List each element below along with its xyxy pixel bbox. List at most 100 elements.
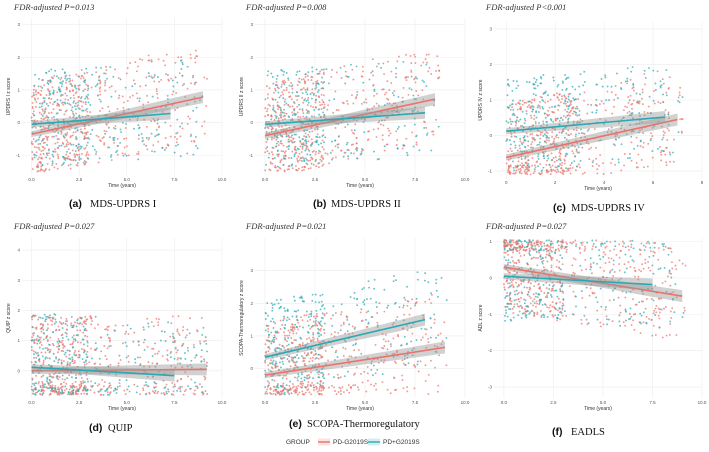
- data-point-pd-minus: [389, 392, 392, 395]
- data-point-pd-minus: [280, 94, 282, 97]
- data-point-pd-plus: [81, 109, 84, 112]
- data-point-pd-minus: [162, 59, 165, 62]
- data-point-pd-minus: [315, 388, 318, 391]
- data-point-pd-minus: [313, 386, 316, 389]
- data-point-pd-minus: [524, 168, 527, 171]
- data-point-pd-minus: [53, 74, 56, 77]
- data-point-pd-minus: [141, 58, 144, 61]
- data-point-pd-plus: [64, 110, 67, 113]
- data-point-pd-plus: [63, 353, 66, 356]
- data-point-pd-plus: [275, 298, 278, 301]
- data-point-pd-plus: [283, 108, 286, 111]
- data-point-pd-plus: [314, 317, 317, 320]
- data-point-pd-minus: [430, 293, 433, 296]
- data-point-pd-minus: [45, 114, 48, 117]
- data-point-pd-minus: [301, 390, 304, 393]
- data-point-pd-plus: [537, 157, 540, 160]
- data-point-pd-minus: [40, 165, 43, 168]
- data-point-pd-minus: [287, 165, 290, 168]
- data-point-pd-minus: [31, 157, 34, 160]
- data-point-pd-minus: [55, 104, 58, 107]
- data-point-pd-minus: [62, 350, 65, 353]
- data-point-pd-plus: [181, 61, 184, 64]
- data-point-pd-minus: [32, 390, 35, 393]
- data-point-pd-minus: [109, 363, 112, 366]
- data-point-pd-minus: [291, 130, 294, 133]
- data-point-pd-minus: [627, 95, 630, 98]
- data-point-pd-plus: [82, 325, 85, 328]
- data-point-pd-minus: [42, 125, 45, 128]
- data-point-pd-minus: [311, 158, 314, 161]
- data-point-pd-plus: [635, 92, 638, 95]
- data-point-pd-minus: [32, 138, 35, 140]
- data-point-pd-minus: [578, 166, 581, 169]
- data-point-pd-minus: [66, 94, 68, 97]
- data-point-pd-minus: [510, 150, 513, 153]
- data-point-pd-minus: [49, 392, 52, 395]
- data-point-pd-plus: [71, 358, 74, 361]
- data-point-pd-plus: [78, 75, 81, 78]
- x-tick-label: 5.0: [600, 400, 607, 405]
- data-point-pd-minus: [561, 97, 563, 100]
- data-point-pd-plus: [321, 87, 324, 90]
- data-point-pd-minus: [518, 147, 521, 150]
- data-point-pd-minus: [109, 391, 112, 394]
- data-point-pd-plus: [94, 315, 97, 318]
- data-point-pd-plus: [71, 356, 74, 359]
- data-point-pd-plus: [80, 316, 83, 319]
- data-point-pd-minus: [319, 104, 322, 107]
- data-point-pd-plus: [541, 105, 544, 108]
- data-point-pd-plus: [164, 340, 167, 343]
- data-point-pd-minus: [81, 323, 83, 326]
- data-point-pd-minus: [649, 250, 652, 253]
- data-point-pd-plus: [287, 115, 290, 118]
- data-point-pd-minus: [365, 101, 368, 104]
- data-point-pd-minus: [190, 140, 193, 143]
- data-point-pd-plus: [561, 80, 564, 83]
- data-point-pd-minus: [606, 90, 609, 93]
- data-point-pd-minus: [414, 55, 417, 58]
- data-point-pd-minus: [142, 341, 145, 344]
- data-point-pd-plus: [523, 146, 526, 148]
- data-point-pd-plus: [542, 74, 545, 76]
- data-point-pd-minus: [339, 393, 342, 395]
- data-point-pd-minus: [526, 166, 529, 169]
- data-point-pd-plus: [291, 91, 294, 94]
- data-point-pd-plus: [531, 149, 534, 152]
- data-point-pd-plus: [532, 82, 535, 85]
- data-point-pd-minus: [145, 125, 148, 128]
- data-point-pd-minus: [285, 374, 287, 377]
- data-point-pd-plus: [70, 376, 73, 379]
- data-point-pd-plus: [527, 162, 530, 165]
- data-point-pd-plus: [373, 150, 375, 153]
- data-point-pd-minus: [175, 92, 178, 94]
- data-point-pd-minus: [153, 392, 156, 394]
- data-point-pd-minus: [521, 162, 523, 165]
- data-point-pd-minus: [66, 320, 69, 322]
- data-point-pd-plus: [278, 96, 281, 99]
- data-point-pd-minus: [79, 329, 82, 332]
- data-point-pd-plus: [349, 296, 352, 299]
- data-point-pd-plus: [346, 123, 349, 126]
- data-point-pd-minus: [316, 339, 319, 342]
- data-point-pd-minus: [40, 375, 43, 378]
- data-point-pd-plus: [293, 153, 296, 156]
- data-point-pd-plus: [296, 147, 299, 150]
- data-point-pd-plus: [536, 106, 539, 109]
- data-point-pd-plus: [607, 99, 610, 102]
- data-point-pd-minus: [151, 347, 154, 350]
- data-point-pd-minus: [204, 390, 207, 393]
- data-point-pd-plus: [285, 135, 288, 138]
- data-point-pd-minus: [595, 146, 598, 149]
- data-point-pd-minus: [291, 117, 294, 120]
- data-point-pd-minus: [54, 142, 57, 145]
- data-point-pd-minus: [295, 151, 297, 154]
- data-point-pd-plus: [360, 352, 363, 355]
- data-point-pd-plus: [515, 119, 518, 122]
- data-point-pd-minus: [312, 336, 314, 339]
- data-point-pd-minus: [291, 323, 293, 326]
- data-point-pd-plus: [561, 282, 564, 285]
- data-point-pd-minus: [285, 377, 288, 380]
- data-point-pd-minus: [128, 118, 131, 121]
